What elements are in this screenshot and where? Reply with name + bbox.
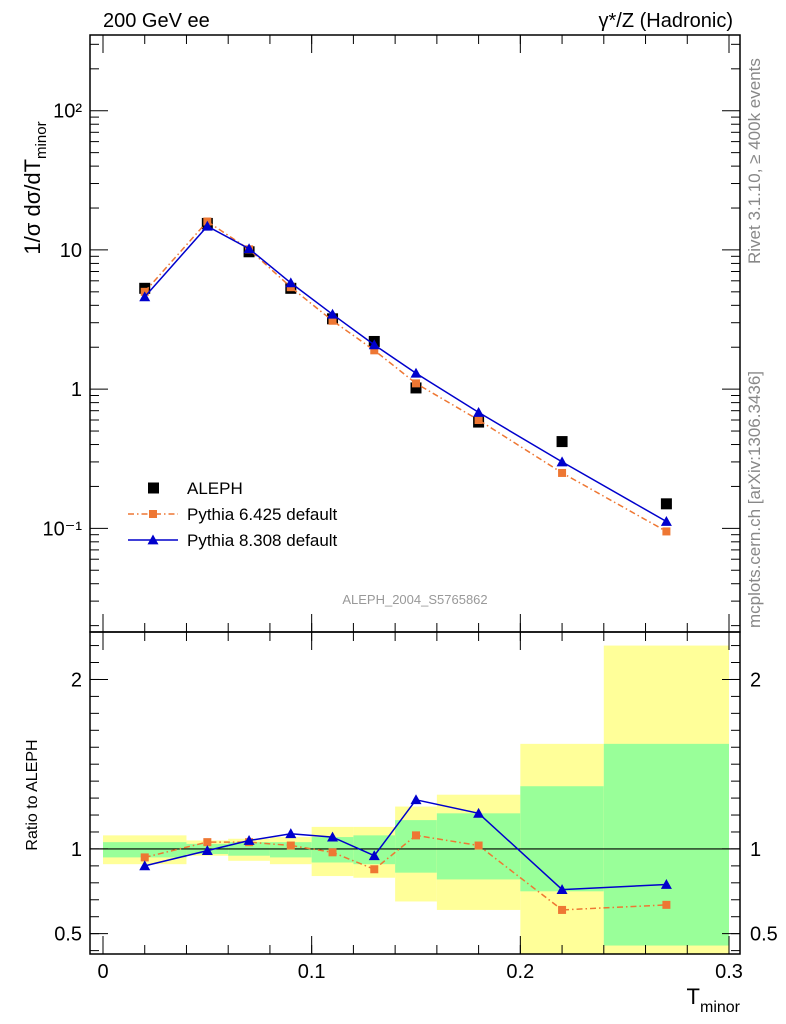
rivet-version-label: Rivet 3.1.10, ≥ 400k events — [745, 58, 764, 264]
pythia8-point — [660, 515, 672, 526]
ratio-pythia6-point — [203, 838, 212, 847]
y-tick-label: 10² — [53, 101, 82, 123]
ratio-pythia6-point — [328, 848, 337, 857]
ratio-pythia8-line — [144, 798, 667, 891]
legend-pythia6-marker — [149, 510, 157, 518]
ratio-plot-ticks: 0.5 0.5 1 1 2 2 0 0.1 0.2 0.3 — [54, 632, 778, 983]
ratio-y-tick-label-right: 0.5 — [750, 924, 778, 946]
ratio-pythia8-point — [139, 860, 151, 871]
pythia6-line — [144, 220, 667, 533]
pythia8-point — [368, 339, 380, 350]
x-tick-label: 0.1 — [298, 961, 326, 983]
pythia8-point — [243, 243, 255, 254]
x-label-sub: minor — [700, 999, 741, 1016]
ratio-plot-marks — [90, 794, 740, 914]
main-plot-marks — [139, 217, 672, 536]
ratio-pythia8-point — [327, 831, 339, 842]
ratio-pythia6-line — [144, 834, 667, 911]
ratio-pythia8-point — [473, 807, 485, 818]
ratio-y-tick-label-right: 2 — [750, 669, 761, 691]
x-tick-label: 0.2 — [506, 961, 534, 983]
y-tick-label: 10 — [60, 240, 82, 262]
pythia8-point — [473, 406, 485, 417]
ratio-band-green — [103, 842, 187, 858]
svg-text:Tminor: Tminor — [687, 984, 741, 1016]
ratio-y-tick-label-left: 0.5 — [54, 924, 82, 946]
legend-pythia8-marker — [147, 534, 159, 545]
aleph-data-point — [660, 498, 672, 510]
main-plot-panel: 10⁻¹ 1 10 10² ALEPH_2004_S5765862 1/σ dσ/dT… — [20, 34, 741, 633]
ratio-pythia6-point — [662, 900, 671, 909]
ratio-band-green — [269, 842, 312, 858]
main-y-label-main: 1/σ dσ/dT — [20, 159, 45, 255]
x-tick-label: 0.3 — [715, 961, 743, 983]
legend-label: ALEPH — [187, 479, 243, 498]
pythia8-point — [139, 291, 151, 302]
aleph-data-point — [556, 436, 568, 448]
ratio-y-axis-label: Ratio to ALEPH — [24, 739, 41, 850]
main-y-axis-label: 1/σ dσ/dTminor — [20, 121, 50, 254]
ratio-pythia6-point — [140, 853, 149, 862]
header-left: 200 GeV ee — [103, 10, 210, 32]
ratio-y-tick-label-left: 1 — [71, 839, 82, 861]
ratio-band-green — [603, 743, 729, 946]
analysis-id-label: ALEPH_2004_S5765862 — [342, 592, 487, 607]
ratio-pythia8-point — [285, 828, 297, 839]
header-right: γ*/Z (Hadronic) — [599, 10, 733, 32]
ratio-band-green — [520, 786, 604, 892]
aleph-data-point — [410, 382, 422, 394]
main-y-label-sub: minor — [33, 121, 50, 159]
ratio-pythia8-point — [243, 834, 255, 845]
svg-text:1/σ dσ/dTminor: 1/σ dσ/dTminor — [20, 121, 50, 254]
ratio-pythia8-point — [660, 879, 672, 889]
pythia6-point — [662, 527, 671, 536]
pythia8-point — [556, 456, 568, 467]
pythia6-point — [412, 379, 420, 388]
pythia8-line — [144, 225, 667, 523]
ratio-pythia8-point — [368, 850, 380, 861]
pythia6-point — [474, 416, 483, 425]
ratio-pythia6-point — [558, 905, 567, 914]
legend: ALEPH Pythia 6.425 default Pythia 8.308 de… — [128, 479, 338, 550]
pythia6-point — [558, 468, 567, 477]
legend-label: Pythia 8.308 default — [187, 531, 338, 550]
pythia8-point — [201, 220, 213, 231]
mcplots-label: mcplots.cern.ch [arXiv:1306.3436] — [745, 371, 764, 628]
ratio-pythia6-point — [370, 865, 379, 874]
legend-aleph-marker — [148, 482, 159, 494]
ratio-pythia8-point — [556, 884, 568, 894]
y-tick-label: 10⁻¹ — [43, 518, 83, 540]
x-tick-label: 0 — [97, 961, 108, 983]
ratio-pythia8-point — [201, 845, 213, 856]
ratio-pythia8-point — [410, 794, 422, 805]
ratio-plot-panel: 0.5 0.5 1 1 2 2 0 0.1 0.2 0.3 Ratio to ALEPH Tmin… — [24, 631, 778, 1016]
legend-label: Pythia 6.425 default — [187, 505, 338, 524]
main-plot-ticks: 10⁻¹ 1 10 10² — [43, 35, 740, 632]
ratio-pythia6-point — [474, 841, 483, 850]
pythia8-point — [285, 277, 297, 288]
pythia6-point — [370, 346, 379, 355]
ratio-y-tick-label-right: 1 — [750, 839, 761, 861]
pythia8-point — [327, 308, 339, 319]
ratio-y-tick-label-left: 2 — [71, 669, 82, 691]
pythia6-point — [328, 316, 337, 325]
x-label-main: T — [687, 984, 700, 1009]
ratio-pythia6-point — [412, 831, 420, 840]
ratio-pythia6-point — [286, 841, 295, 850]
ratio-plot-frame — [89, 631, 741, 955]
pythia8-point — [410, 367, 422, 378]
x-axis-label: Tminor — [687, 984, 741, 1016]
y-tick-label: 1 — [71, 379, 82, 401]
